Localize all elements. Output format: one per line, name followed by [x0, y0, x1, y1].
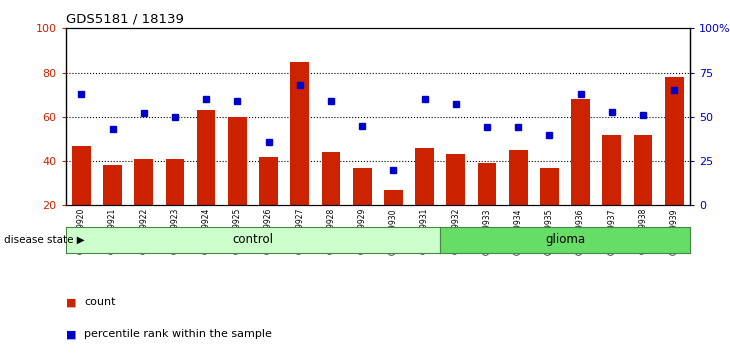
Bar [197, 110, 215, 205]
Bar [322, 152, 340, 205]
Bar [415, 148, 434, 205]
Text: ■: ■ [66, 329, 76, 339]
Bar [634, 135, 653, 205]
Bar [540, 168, 558, 205]
Bar [509, 150, 528, 205]
Bar [291, 62, 309, 205]
Text: percentile rank within the sample: percentile rank within the sample [84, 329, 272, 339]
Bar [72, 145, 91, 205]
Bar [134, 159, 153, 205]
Bar [259, 156, 278, 205]
Bar [447, 154, 465, 205]
Bar [384, 190, 403, 205]
Text: count: count [84, 297, 115, 307]
Text: ■: ■ [66, 297, 76, 307]
Bar [665, 77, 683, 205]
Bar [477, 163, 496, 205]
Text: glioma: glioma [545, 233, 585, 246]
Bar [103, 166, 122, 205]
Bar [353, 168, 372, 205]
Bar [228, 117, 247, 205]
Text: control: control [232, 233, 274, 246]
Bar [166, 159, 184, 205]
Text: disease state ▶: disease state ▶ [4, 235, 85, 245]
Text: GDS5181 / 18139: GDS5181 / 18139 [66, 12, 183, 25]
Bar [572, 99, 590, 205]
Bar [602, 135, 621, 205]
